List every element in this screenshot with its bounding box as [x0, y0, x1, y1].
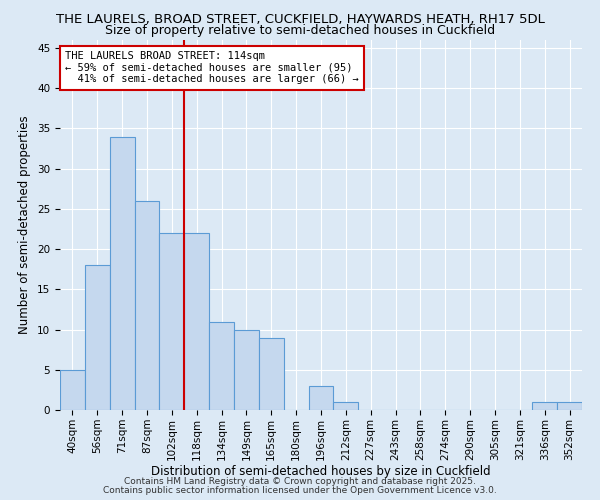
Bar: [234, 330, 259, 410]
Text: THE LAURELS, BROAD STREET, CUCKFIELD, HAYWARDS HEATH, RH17 5DL: THE LAURELS, BROAD STREET, CUCKFIELD, HA…: [56, 12, 544, 26]
Text: Size of property relative to semi-detached houses in Cuckfield: Size of property relative to semi-detach…: [105, 24, 495, 37]
Bar: [184, 233, 209, 410]
X-axis label: Distribution of semi-detached houses by size in Cuckfield: Distribution of semi-detached houses by …: [151, 466, 491, 478]
Bar: [85, 265, 110, 410]
Bar: [209, 322, 234, 410]
Bar: [334, 402, 358, 410]
Text: Contains public sector information licensed under the Open Government Licence v3: Contains public sector information licen…: [103, 486, 497, 495]
Bar: [308, 386, 334, 410]
Bar: [60, 370, 85, 410]
Bar: [160, 233, 184, 410]
Text: Contains HM Land Registry data © Crown copyright and database right 2025.: Contains HM Land Registry data © Crown c…: [124, 477, 476, 486]
Y-axis label: Number of semi-detached properties: Number of semi-detached properties: [19, 116, 31, 334]
Bar: [134, 201, 160, 410]
Bar: [259, 338, 284, 410]
Bar: [557, 402, 582, 410]
Bar: [532, 402, 557, 410]
Bar: [110, 136, 134, 410]
Text: THE LAURELS BROAD STREET: 114sqm
← 59% of semi-detached houses are smaller (95)
: THE LAURELS BROAD STREET: 114sqm ← 59% o…: [65, 51, 359, 84]
